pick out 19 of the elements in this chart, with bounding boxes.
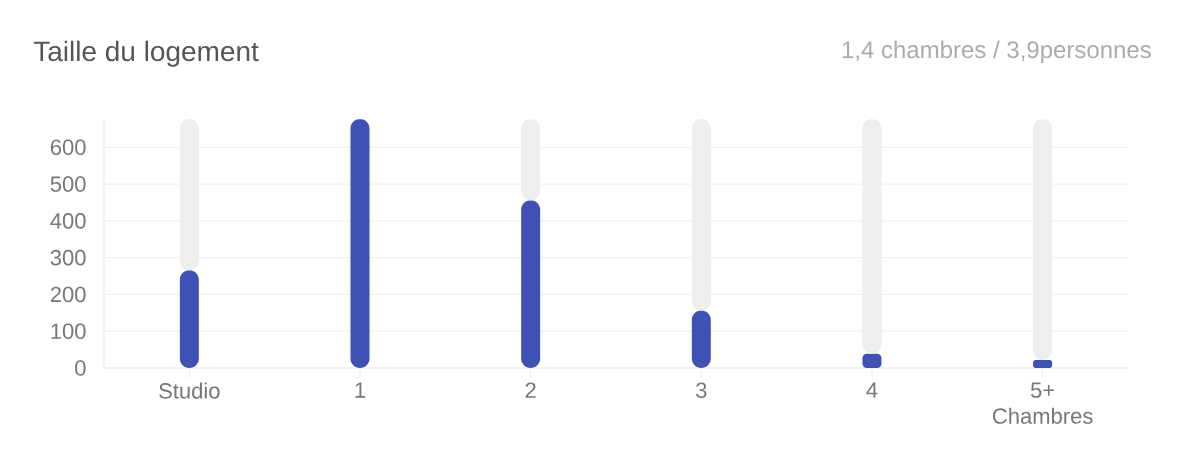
x-tick-label: Studio bbox=[159, 382, 220, 399]
x-tick-label: 3 bbox=[696, 382, 707, 399]
y-tick-label: 500 bbox=[50, 176, 86, 192]
bar bbox=[179, 270, 199, 368]
chart-subtitle: 1,4 chambres / 3,9personnes bbox=[842, 40, 1151, 63]
y-tick-label: 200 bbox=[50, 286, 86, 303]
x-tick-label: 2 bbox=[525, 382, 536, 398]
y-tick-label: 100 bbox=[51, 323, 86, 339]
y-tick-label: 400 bbox=[50, 213, 86, 229]
bar bbox=[1033, 359, 1053, 368]
y-tick-label: 0 bbox=[75, 360, 86, 376]
bar bbox=[521, 200, 541, 368]
y-tick-label: 600 bbox=[50, 139, 86, 156]
x-tick-label: 1 bbox=[355, 382, 366, 398]
y-tick-label: 300 bbox=[50, 249, 86, 266]
bar bbox=[350, 118, 370, 368]
x-tick-label: 5+ Chambres bbox=[993, 382, 1093, 424]
x-tick-label: 4 bbox=[866, 382, 878, 398]
chart-title: Taille du logement bbox=[33, 40, 259, 67]
